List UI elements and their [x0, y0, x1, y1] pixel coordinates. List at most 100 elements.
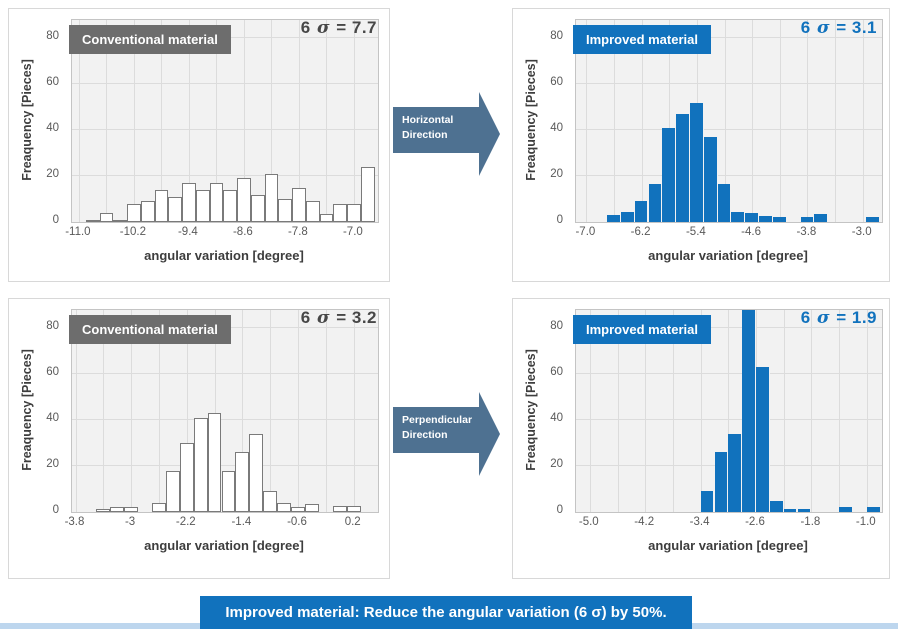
gridline-horizontal — [576, 327, 882, 329]
histogram-bar — [154, 189, 169, 222]
arrow-label: Perpendicular Direction — [402, 413, 472, 443]
histogram-bar — [662, 127, 677, 222]
histogram-bar — [249, 434, 264, 512]
x-tick-label: -2.6 — [745, 516, 765, 528]
gridline-vertical — [862, 20, 864, 222]
sigma-value: = 3.1 — [830, 18, 877, 37]
histogram-bar — [305, 201, 320, 222]
summary-caption: Improved material: Reduce the angular va… — [200, 596, 692, 629]
y-tick-label: 40 — [46, 122, 59, 135]
gridline-vertical — [216, 20, 218, 222]
x-axis-title: angular variation [degree] — [144, 248, 304, 263]
x-tick-label: -3.0 — [851, 226, 872, 238]
arrow-body — [393, 407, 479, 453]
gridline-vertical — [617, 310, 619, 512]
horizontal-direction-arrow: Horizontal Direction — [393, 92, 500, 176]
x-tick-label: -11.0 — [65, 226, 91, 238]
y-tick-label: 20 — [550, 168, 563, 181]
gridline-vertical — [188, 20, 190, 222]
histogram-bar — [250, 194, 265, 222]
y-tick-label: 80 — [46, 320, 59, 333]
histogram-bar — [676, 114, 690, 222]
histogram-bar — [96, 508, 111, 512]
gridline-vertical — [133, 20, 135, 222]
x-tick-label: -1.4 — [231, 516, 252, 528]
x-tick-label: 0.2 — [344, 516, 361, 528]
gridline-vertical — [752, 20, 754, 222]
gridline-horizontal — [72, 175, 378, 177]
gridline-vertical — [672, 310, 674, 512]
arrow-label-line2: Direction — [402, 429, 448, 441]
histogram-bar — [193, 417, 208, 512]
y-tick-label: 0 — [556, 214, 563, 226]
arrow-head-icon — [479, 92, 500, 176]
histogram-bar — [648, 184, 663, 222]
gridline-horizontal — [576, 83, 882, 85]
x-tick-label: -4.6 — [741, 226, 762, 238]
x-axis-title: angular variation [degree] — [144, 538, 304, 553]
histogram-bar — [113, 219, 128, 222]
gridline-vertical — [779, 20, 781, 222]
sigma-value: 6 σ = 3.1 — [801, 18, 877, 38]
gridline-vertical — [614, 20, 615, 222]
gridline-vertical — [214, 310, 216, 512]
histogram-bar — [360, 166, 375, 222]
histogram-bar — [263, 491, 278, 512]
histogram-bar — [332, 506, 347, 512]
gridline-vertical — [641, 20, 643, 222]
y-axis-title: Freaquency [Pieces] — [20, 59, 34, 181]
gridline-horizontal — [576, 37, 882, 39]
histogram-bar — [207, 413, 222, 512]
x-tick-label: -8.6 — [232, 226, 253, 238]
gridline-vertical — [700, 310, 702, 512]
histogram-bar — [99, 212, 114, 222]
y-tick-label: 80 — [550, 320, 563, 333]
arrow-body — [393, 107, 479, 153]
x-tick-label: -1.8 — [800, 516, 821, 528]
y-axis-title: Freaquency [Pieces] — [524, 349, 538, 471]
histogram-bar — [634, 201, 649, 222]
gridline-vertical — [78, 20, 80, 222]
sigma-symbol: σ — [816, 18, 830, 38]
y-tick-label: 20 — [550, 458, 563, 471]
x-tick-label: -1.0 — [855, 516, 876, 528]
x-tick-label: -10.2 — [119, 226, 146, 238]
x-tick-label: -0.6 — [287, 516, 307, 528]
chart-panel-perpendicular-conventional: 0 20 40 60 80 -3.8 -3 -2.2 -1.4 -0.6 0.2 Freaquency… — [8, 298, 390, 579]
arrow-label-line2: Direction — [402, 129, 448, 141]
gridline-vertical — [783, 310, 785, 512]
gridline-vertical — [298, 20, 300, 222]
y-tick-label: 80 — [46, 30, 59, 43]
material-label: Improved material — [573, 25, 711, 54]
gridline-vertical — [586, 20, 588, 222]
histogram-bar — [728, 434, 743, 512]
y-tick-label: 40 — [550, 122, 563, 135]
arrow-label-line1: Horizontal — [402, 114, 454, 126]
histogram-bar — [731, 211, 746, 222]
sigma-prefix: 6 — [800, 18, 816, 37]
histogram-bar — [165, 470, 180, 512]
histogram-bar — [346, 506, 361, 512]
histogram-bar — [703, 137, 718, 222]
histogram-bar — [814, 214, 829, 222]
chart-panel-horizontal-conventional: 0 20 40 60 80 -11.0 -10.2 -9.4 -8.6 -7.8 -7.0 Freaq… — [8, 8, 390, 282]
gridline-vertical — [271, 20, 273, 222]
gridline-vertical — [669, 20, 671, 222]
material-label: Improved material — [573, 315, 711, 344]
material-label: Conventional material — [69, 25, 231, 54]
histogram-bar — [264, 173, 279, 222]
histogram-bar — [783, 508, 798, 512]
gridline-horizontal — [72, 129, 378, 131]
gridline-vertical — [811, 310, 813, 512]
gridline-horizontal — [576, 175, 882, 177]
histogram-bar — [110, 507, 125, 512]
gridline-vertical — [724, 20, 726, 222]
sigma-value: 6 σ = 7.7 — [301, 18, 377, 38]
histogram-bar — [235, 452, 250, 512]
y-tick-label: 0 — [52, 504, 59, 516]
histogram-bar — [620, 211, 635, 222]
x-tick-label: -6.2 — [630, 226, 651, 238]
x-tick-label: -9.4 — [177, 226, 198, 238]
y-tick-label: 60 — [550, 366, 563, 379]
